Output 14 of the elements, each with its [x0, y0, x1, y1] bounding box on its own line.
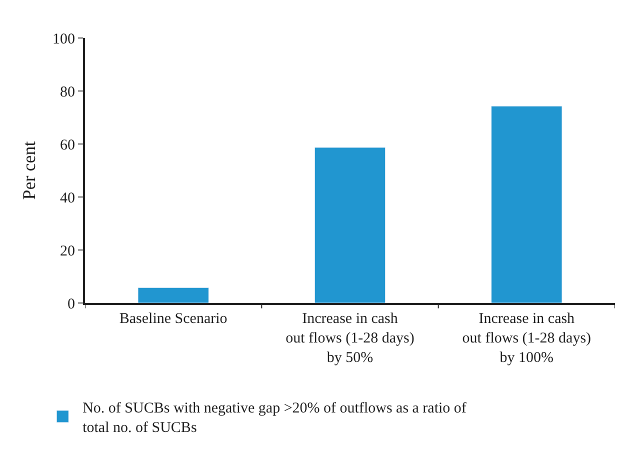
x-tick-label: Increase in cash out flows (1-28 days) by 100% [462, 311, 592, 366]
y-tick-label: 80 [60, 84, 75, 100]
y-tick-label: 20 [60, 243, 75, 260]
bar [138, 287, 209, 303]
y-tick-label: 100 [52, 31, 75, 48]
x-tick-label: Increase in cash out flows (1-28 days) by 50% [286, 311, 414, 366]
x-tick-label: Baseline Scenario [119, 311, 228, 327]
y-tick-label: 0 [68, 296, 75, 312]
y-axis-title: Per cent [19, 141, 40, 200]
bar [314, 147, 386, 303]
y-tick-label: 60 [60, 137, 75, 154]
y-tick-label: 40 [60, 190, 75, 206]
bar [491, 106, 562, 303]
legend-label: No. of SUCBs with negative gap >20% of outflows as a ratio of total no. of SUCBs [82, 400, 466, 436]
